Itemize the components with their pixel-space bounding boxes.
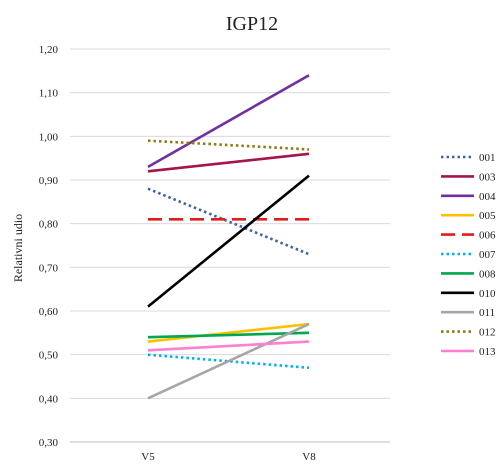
series-line-004: [147, 74, 310, 169]
y-axis-ticks: 0,30 0,40 0,50 0,60 0,70 0,80 0,90 1,00 1,10 1,20: [39, 44, 59, 449]
legend-label-011: 011: [479, 307, 495, 319]
chart-title: IGP12: [226, 13, 278, 35]
legend-label-001: 001: [479, 152, 496, 164]
y-tick-label: 1,00: [39, 131, 59, 143]
legend-label-010: 010: [479, 288, 496, 300]
legend-label-006: 006: [479, 230, 496, 242]
y-tick-label: 1,20: [39, 44, 59, 56]
y-tick-label: 0,30: [39, 437, 59, 449]
legend-label-008: 008: [479, 268, 496, 280]
legend-label-003: 003: [479, 171, 496, 183]
y-tick-label: 0,50: [39, 350, 59, 362]
legend-label-005: 005: [479, 210, 496, 222]
series-line-013: [147, 340, 310, 352]
series-lines: [147, 74, 310, 400]
legend-label-004: 004: [479, 191, 496, 203]
x-tick-label: V5: [141, 451, 155, 463]
y-tick-label: 0,60: [39, 306, 59, 318]
series-line-008: [147, 331, 310, 339]
x-tick-label: V8: [302, 451, 316, 463]
series-line-001: [147, 187, 310, 256]
y-tick-label: 0,70: [39, 262, 59, 274]
x-axis-ticks: V5 V8: [141, 451, 316, 463]
legend-label-013: 013: [479, 346, 496, 358]
legend-label-012: 012: [479, 327, 496, 339]
y-axis-title: Relativni udio: [11, 214, 25, 282]
series-line-011: [147, 322, 310, 400]
series-line-012: [147, 139, 310, 151]
gridlines: [70, 48, 390, 443]
y-tick-label: 0,90: [39, 175, 59, 187]
y-tick-label: 0,40: [39, 393, 59, 405]
y-tick-label: 0,80: [39, 219, 59, 231]
y-tick-label: 1,10: [39, 88, 59, 100]
series-line-005: [147, 322, 310, 343]
legend-label-007: 007: [479, 249, 496, 261]
series-line-010: [147, 174, 310, 308]
legend: 001 003 004 005 006 007 008 010 011 012 013: [441, 152, 496, 358]
series-line-003: [147, 152, 310, 173]
